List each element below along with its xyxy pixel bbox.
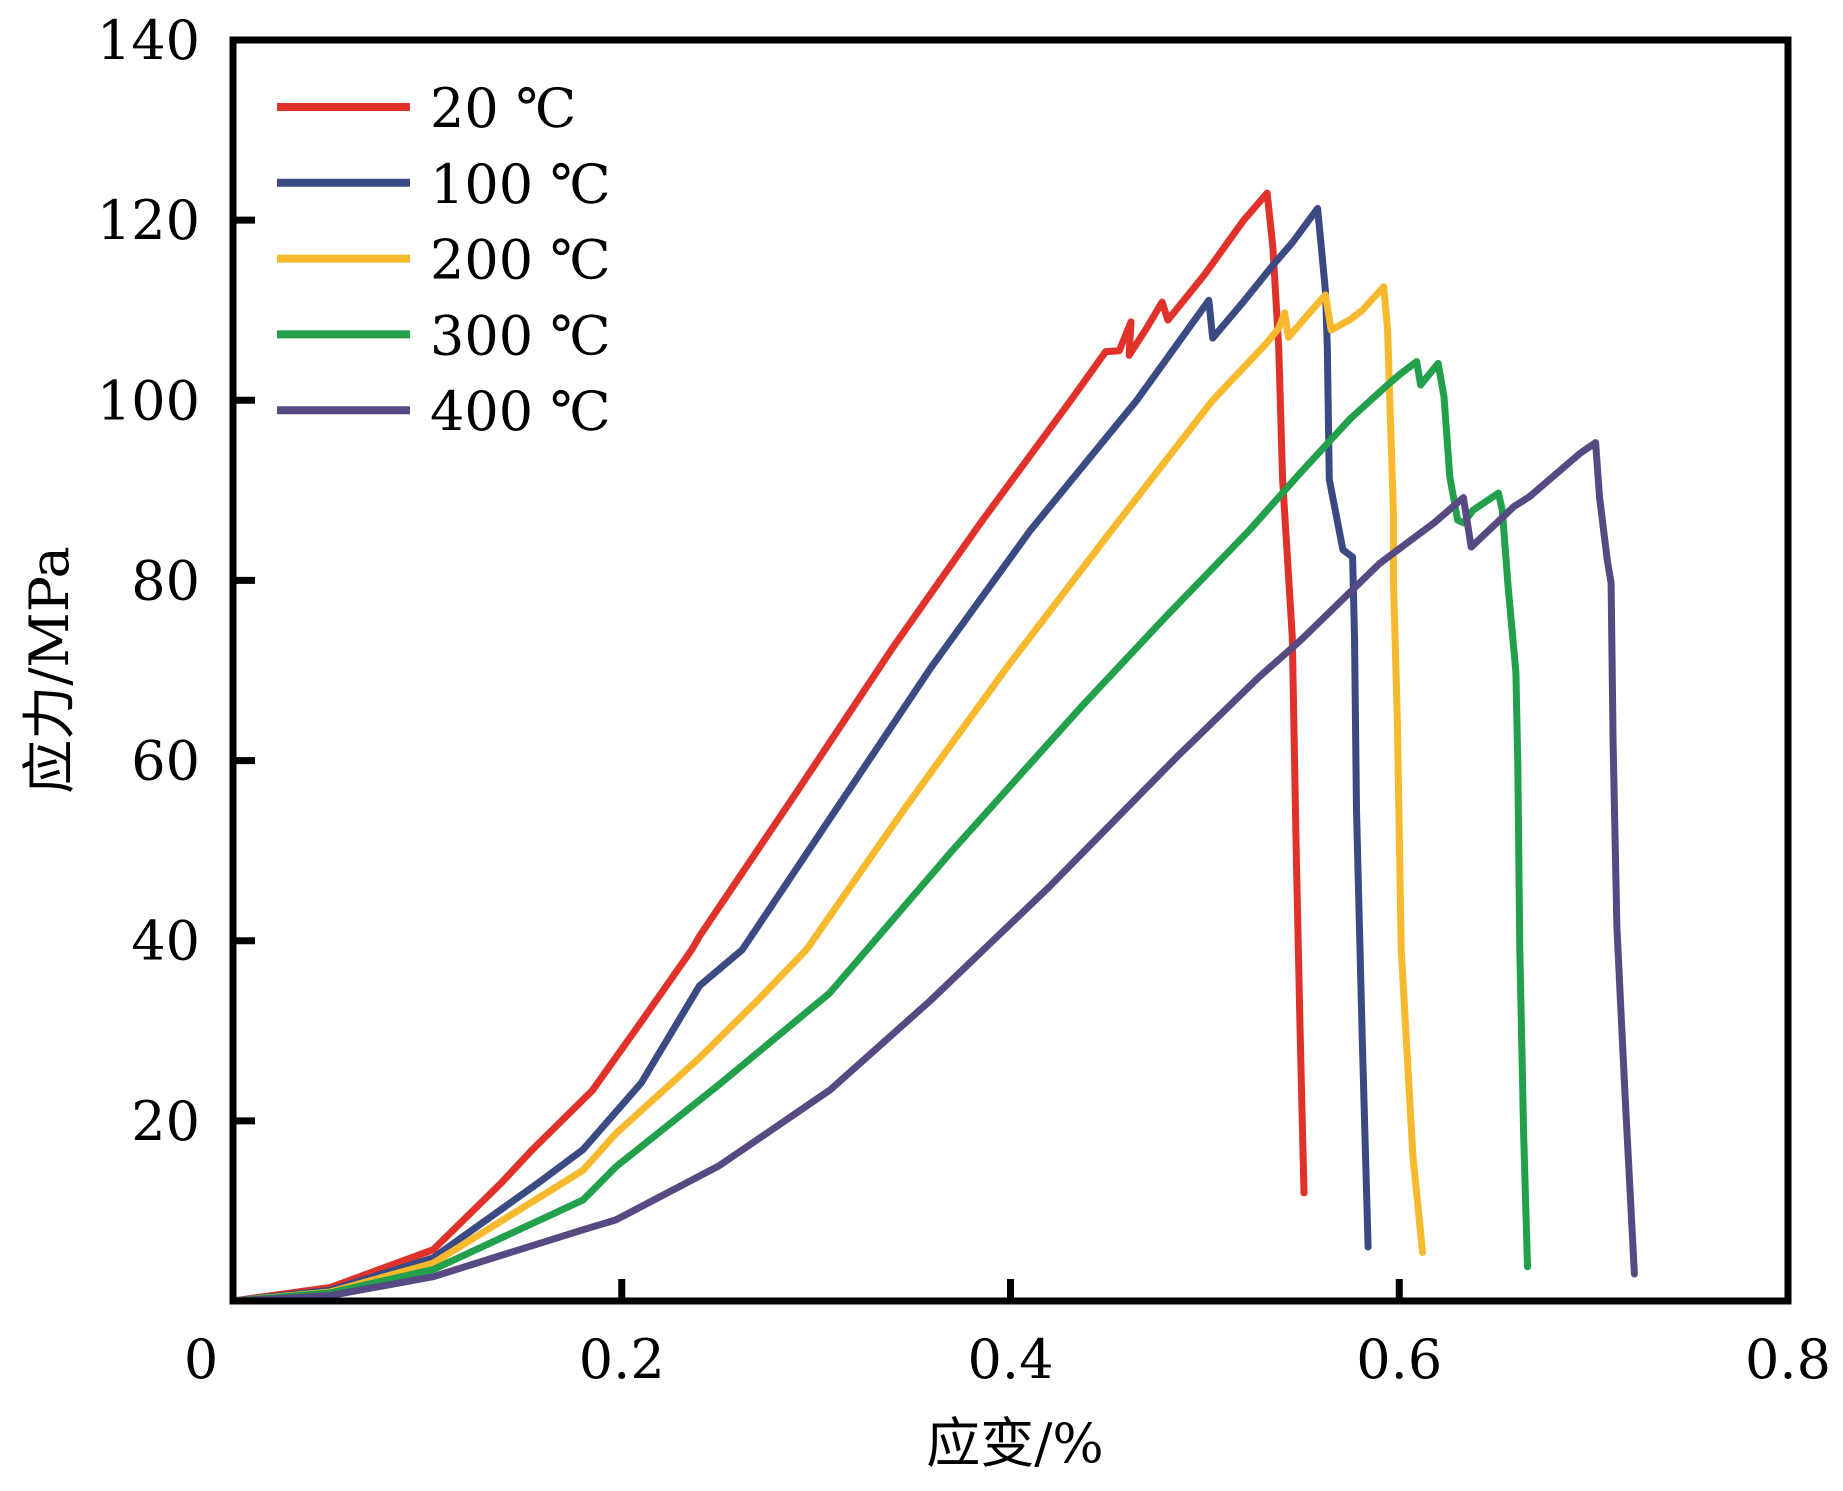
- y-tick-label: 20: [131, 1090, 200, 1153]
- series-layer: [229, 189, 1638, 1305]
- x-axis-title: 应变/%: [926, 1412, 1104, 1475]
- y-tick-label: 80: [131, 549, 200, 612]
- y-tick-label: 40: [131, 910, 200, 973]
- x-tick-label: 0.4: [968, 1328, 1054, 1391]
- x-tick-label: 0.2: [579, 1328, 665, 1391]
- legend-label-2: 200 ℃: [430, 229, 611, 292]
- y-axis-title: 应力/MPa: [18, 546, 81, 794]
- series-line-4: [229, 439, 1638, 1305]
- y-tick-label: 100: [97, 369, 200, 432]
- legend-label-3: 300 ℃: [430, 304, 611, 367]
- y-tick-label: 140: [97, 9, 200, 72]
- x-tick-label: 0: [184, 1328, 218, 1391]
- series-line-2: [229, 283, 1427, 1305]
- series-line-3: [229, 358, 1531, 1305]
- ticks-layer: [233, 216, 1403, 1301]
- legend-label-1: 100 ℃: [430, 153, 611, 216]
- y-tick-label: 60: [131, 730, 200, 793]
- y-tick-label: 120: [97, 189, 200, 252]
- tick-labels-layer: 0 0.2 0.4 0.6 0.8 20 40 60 80 100 120 140: [97, 9, 1831, 1391]
- legend-label-0: 20 ℃: [430, 77, 576, 140]
- series-line-1: [229, 204, 1372, 1305]
- x-tick-label: 0.8: [1745, 1328, 1831, 1391]
- series-line-0: [229, 189, 1308, 1305]
- legend: 20 ℃ 100 ℃ 200 ℃ 300 ℃ 400 ℃: [277, 77, 611, 443]
- legend-label-4: 400 ℃: [430, 380, 611, 443]
- x-tick-label: 0.6: [1356, 1328, 1442, 1391]
